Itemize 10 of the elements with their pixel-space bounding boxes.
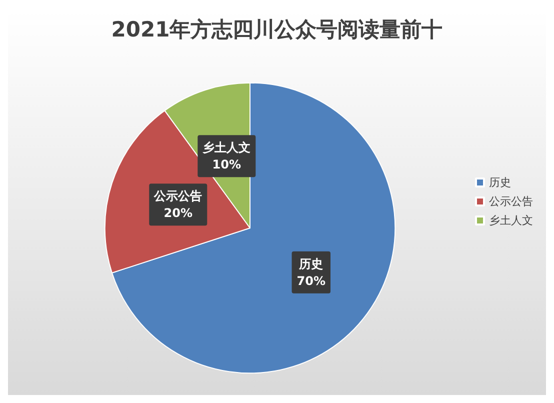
slice-label: 乡土人文 — [202, 140, 251, 155]
legend-label: 公示公告 — [489, 195, 533, 208]
data-label: 10% — [212, 158, 242, 172]
chart-title: 2021年方志四川公众号阅读量前十 — [111, 18, 443, 42]
data-label: 70% — [296, 274, 326, 288]
slice-label: 历史 — [298, 256, 324, 271]
slice-label: 公示公告 — [153, 189, 202, 204]
data-label: 20% — [164, 206, 193, 220]
legend-label: 历史 — [489, 176, 511, 189]
legend-label: 乡土人文 — [489, 214, 533, 227]
